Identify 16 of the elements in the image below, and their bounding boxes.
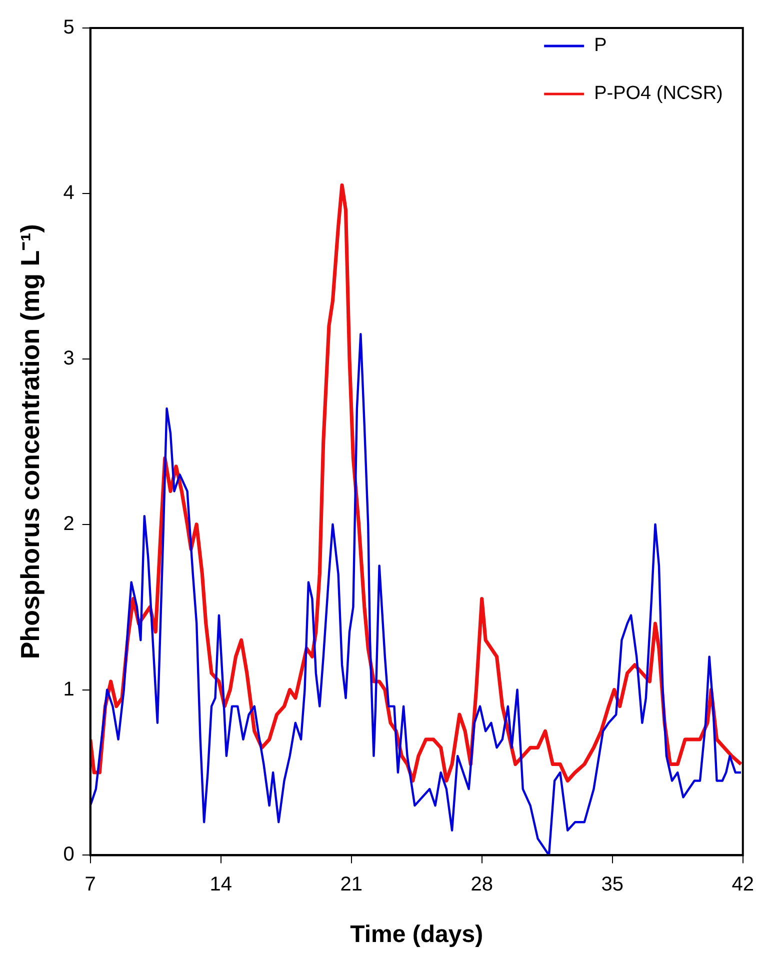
legend-label: P — [594, 35, 607, 56]
x-axis-title: Time (days) — [350, 921, 484, 948]
y-axis-title: Phosphorus concentration (mg L⁻¹) — [14, 224, 45, 660]
x-tick-label: 21 — [340, 874, 362, 896]
y-tick-label: 3 — [63, 347, 74, 370]
x-tick-label: 7 — [84, 874, 96, 896]
y-tick-label: 1 — [63, 678, 74, 700]
y-tick-label: 0 — [63, 844, 74, 866]
y-tick-label: 2 — [63, 512, 74, 535]
x-tick-label: 28 — [470, 874, 493, 896]
y-tick-label: 4 — [63, 182, 74, 204]
y-tick-label: 5 — [63, 16, 74, 39]
legend-label: P-PO4 (NCSR) — [594, 83, 723, 104]
x-tick-label: 42 — [732, 874, 754, 896]
x-tick-label: 35 — [601, 874, 624, 896]
x-tick-label: 14 — [210, 874, 232, 896]
